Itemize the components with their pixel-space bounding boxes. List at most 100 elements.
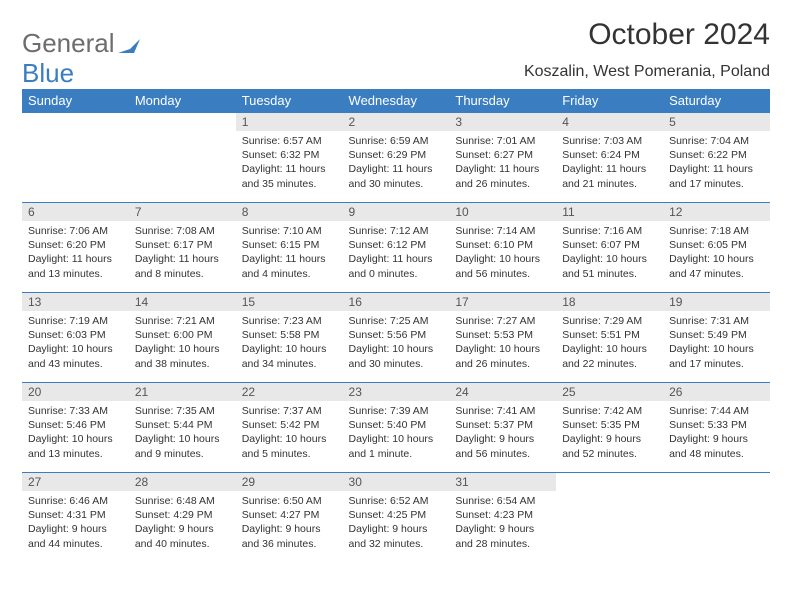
day-number: 29 [236, 473, 343, 491]
day-details: Sunrise: 7:42 AMSunset: 5:35 PMDaylight:… [556, 401, 663, 465]
calendar-cell: 8Sunrise: 7:10 AMSunset: 6:15 PMDaylight… [236, 203, 343, 293]
weekday-header: Saturday [663, 89, 770, 113]
day-number: 28 [129, 473, 236, 491]
calendar-cell: 1Sunrise: 6:57 AMSunset: 6:32 PMDaylight… [236, 113, 343, 203]
calendar-cell: 21Sunrise: 7:35 AMSunset: 5:44 PMDayligh… [129, 383, 236, 473]
day-number: 30 [343, 473, 450, 491]
calendar-cell: 11Sunrise: 7:16 AMSunset: 6:07 PMDayligh… [556, 203, 663, 293]
calendar-cell [129, 113, 236, 203]
logo-text-2: Blue [22, 58, 74, 89]
day-number: 6 [22, 203, 129, 221]
day-details: Sunrise: 7:25 AMSunset: 5:56 PMDaylight:… [343, 311, 450, 375]
day-details: Sunrise: 7:10 AMSunset: 6:15 PMDaylight:… [236, 221, 343, 285]
day-details: Sunrise: 7:31 AMSunset: 5:49 PMDaylight:… [663, 311, 770, 375]
calendar-cell: 16Sunrise: 7:25 AMSunset: 5:56 PMDayligh… [343, 293, 450, 383]
calendar-cell: 4Sunrise: 7:03 AMSunset: 6:24 PMDaylight… [556, 113, 663, 203]
day-number: 18 [556, 293, 663, 311]
day-number: 27 [22, 473, 129, 491]
calendar-cell: 22Sunrise: 7:37 AMSunset: 5:42 PMDayligh… [236, 383, 343, 473]
calendar-cell: 5Sunrise: 7:04 AMSunset: 6:22 PMDaylight… [663, 113, 770, 203]
calendar-cell: 3Sunrise: 7:01 AMSunset: 6:27 PMDaylight… [449, 113, 556, 203]
calendar-cell: 31Sunrise: 6:54 AMSunset: 4:23 PMDayligh… [449, 473, 556, 563]
weekday-header: Tuesday [236, 89, 343, 113]
day-number: 3 [449, 113, 556, 131]
page-title: October 2024 [588, 18, 770, 52]
day-details: Sunrise: 7:41 AMSunset: 5:37 PMDaylight:… [449, 401, 556, 465]
day-number: 8 [236, 203, 343, 221]
day-details: Sunrise: 7:37 AMSunset: 5:42 PMDaylight:… [236, 401, 343, 465]
day-number: 24 [449, 383, 556, 401]
day-details: Sunrise: 7:03 AMSunset: 6:24 PMDaylight:… [556, 131, 663, 195]
day-details: Sunrise: 6:59 AMSunset: 6:29 PMDaylight:… [343, 131, 450, 195]
calendar-cell [663, 473, 770, 563]
day-details: Sunrise: 7:16 AMSunset: 6:07 PMDaylight:… [556, 221, 663, 285]
calendar-cell: 17Sunrise: 7:27 AMSunset: 5:53 PMDayligh… [449, 293, 556, 383]
calendar-cell: 2Sunrise: 6:59 AMSunset: 6:29 PMDaylight… [343, 113, 450, 203]
calendar-cell: 27Sunrise: 6:46 AMSunset: 4:31 PMDayligh… [22, 473, 129, 563]
logo-text-1: General [22, 28, 115, 59]
calendar-cell: 18Sunrise: 7:29 AMSunset: 5:51 PMDayligh… [556, 293, 663, 383]
calendar-week-row: 6Sunrise: 7:06 AMSunset: 6:20 PMDaylight… [22, 203, 770, 293]
day-details: Sunrise: 6:50 AMSunset: 4:27 PMDaylight:… [236, 491, 343, 555]
logo-triangle-icon [118, 35, 140, 53]
day-details: Sunrise: 7:29 AMSunset: 5:51 PMDaylight:… [556, 311, 663, 375]
day-number: 21 [129, 383, 236, 401]
calendar-cell: 30Sunrise: 6:52 AMSunset: 4:25 PMDayligh… [343, 473, 450, 563]
calendar-week-row: 20Sunrise: 7:33 AMSunset: 5:46 PMDayligh… [22, 383, 770, 473]
day-details: Sunrise: 7:21 AMSunset: 6:00 PMDaylight:… [129, 311, 236, 375]
calendar-cell: 13Sunrise: 7:19 AMSunset: 6:03 PMDayligh… [22, 293, 129, 383]
day-number: 23 [343, 383, 450, 401]
day-number: 4 [556, 113, 663, 131]
day-number: 14 [129, 293, 236, 311]
day-number: 5 [663, 113, 770, 131]
day-details: Sunrise: 7:19 AMSunset: 6:03 PMDaylight:… [22, 311, 129, 375]
day-number: 7 [129, 203, 236, 221]
calendar-cell: 14Sunrise: 7:21 AMSunset: 6:00 PMDayligh… [129, 293, 236, 383]
weekday-header: Sunday [22, 89, 129, 113]
day-number: 17 [449, 293, 556, 311]
day-details: Sunrise: 7:08 AMSunset: 6:17 PMDaylight:… [129, 221, 236, 285]
day-number: 31 [449, 473, 556, 491]
weekday-header: Monday [129, 89, 236, 113]
day-number: 16 [343, 293, 450, 311]
weekday-header-row: Sunday Monday Tuesday Wednesday Thursday… [22, 89, 770, 113]
day-number: 25 [556, 383, 663, 401]
day-number: 13 [22, 293, 129, 311]
calendar-cell: 12Sunrise: 7:18 AMSunset: 6:05 PMDayligh… [663, 203, 770, 293]
calendar-cell [22, 113, 129, 203]
day-number: 12 [663, 203, 770, 221]
calendar-table: Sunday Monday Tuesday Wednesday Thursday… [22, 89, 770, 563]
calendar-cell: 24Sunrise: 7:41 AMSunset: 5:37 PMDayligh… [449, 383, 556, 473]
day-details: Sunrise: 7:44 AMSunset: 5:33 PMDaylight:… [663, 401, 770, 465]
logo: General [22, 18, 140, 59]
day-details: Sunrise: 7:12 AMSunset: 6:12 PMDaylight:… [343, 221, 450, 285]
calendar-cell [556, 473, 663, 563]
day-number: 22 [236, 383, 343, 401]
calendar-cell: 6Sunrise: 7:06 AMSunset: 6:20 PMDaylight… [22, 203, 129, 293]
calendar-cell: 10Sunrise: 7:14 AMSunset: 6:10 PMDayligh… [449, 203, 556, 293]
logo-line2: Blue [22, 58, 74, 89]
day-details: Sunrise: 6:57 AMSunset: 6:32 PMDaylight:… [236, 131, 343, 195]
day-number: 15 [236, 293, 343, 311]
calendar-week-row: 1Sunrise: 6:57 AMSunset: 6:32 PMDaylight… [22, 113, 770, 203]
day-details: Sunrise: 6:46 AMSunset: 4:31 PMDaylight:… [22, 491, 129, 555]
calendar-body: 1Sunrise: 6:57 AMSunset: 6:32 PMDaylight… [22, 113, 770, 563]
day-details: Sunrise: 7:18 AMSunset: 6:05 PMDaylight:… [663, 221, 770, 285]
day-details: Sunrise: 7:06 AMSunset: 6:20 PMDaylight:… [22, 221, 129, 285]
day-details: Sunrise: 6:54 AMSunset: 4:23 PMDaylight:… [449, 491, 556, 555]
day-details: Sunrise: 7:23 AMSunset: 5:58 PMDaylight:… [236, 311, 343, 375]
location-subtitle: Koszalin, West Pomerania, Poland [524, 63, 770, 81]
day-details: Sunrise: 7:33 AMSunset: 5:46 PMDaylight:… [22, 401, 129, 465]
calendar-week-row: 13Sunrise: 7:19 AMSunset: 6:03 PMDayligh… [22, 293, 770, 383]
day-number: 11 [556, 203, 663, 221]
day-details: Sunrise: 7:01 AMSunset: 6:27 PMDaylight:… [449, 131, 556, 195]
day-number: 2 [343, 113, 450, 131]
header: General October 2024 [22, 18, 770, 59]
day-details: Sunrise: 6:52 AMSunset: 4:25 PMDaylight:… [343, 491, 450, 555]
day-number: 9 [343, 203, 450, 221]
calendar-cell: 20Sunrise: 7:33 AMSunset: 5:46 PMDayligh… [22, 383, 129, 473]
day-details: Sunrise: 6:48 AMSunset: 4:29 PMDaylight:… [129, 491, 236, 555]
calendar-cell: 19Sunrise: 7:31 AMSunset: 5:49 PMDayligh… [663, 293, 770, 383]
calendar-cell: 15Sunrise: 7:23 AMSunset: 5:58 PMDayligh… [236, 293, 343, 383]
day-details: Sunrise: 7:39 AMSunset: 5:40 PMDaylight:… [343, 401, 450, 465]
